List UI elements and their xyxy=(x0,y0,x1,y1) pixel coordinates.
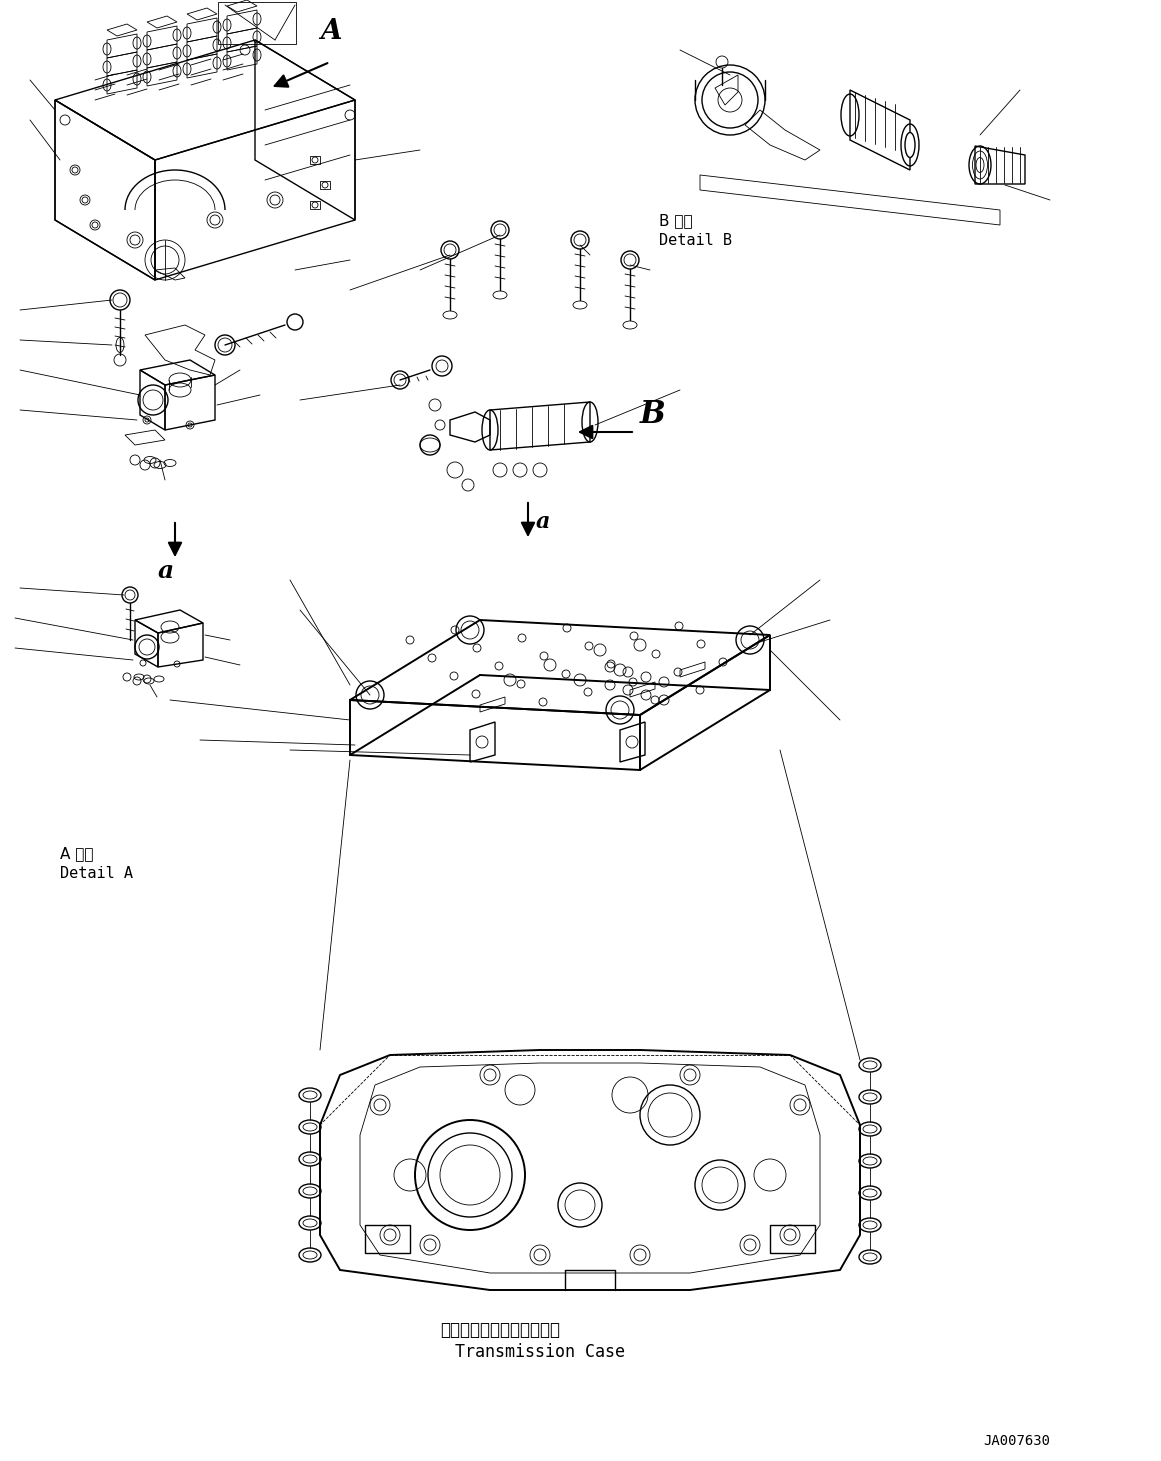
Text: a: a xyxy=(536,511,550,533)
Text: トランスミッションケース: トランスミッションケース xyxy=(440,1321,560,1338)
Bar xyxy=(770,1224,815,1254)
Text: JA007630: JA007630 xyxy=(983,1435,1050,1448)
Text: B 詳細: B 詳細 xyxy=(659,213,693,228)
Text: Detail A: Detail A xyxy=(60,866,134,881)
Text: A: A xyxy=(320,18,341,45)
Text: B: B xyxy=(640,399,665,430)
Bar xyxy=(310,156,320,164)
Text: A 詳細: A 詳細 xyxy=(60,846,94,861)
Text: Transmission Case: Transmission Case xyxy=(455,1343,625,1362)
Text: a: a xyxy=(158,560,174,583)
Bar xyxy=(365,1224,410,1254)
Bar xyxy=(320,181,330,188)
Bar xyxy=(218,1,296,44)
Text: Detail B: Detail B xyxy=(659,232,731,248)
Bar xyxy=(310,202,320,209)
Ellipse shape xyxy=(906,133,915,158)
